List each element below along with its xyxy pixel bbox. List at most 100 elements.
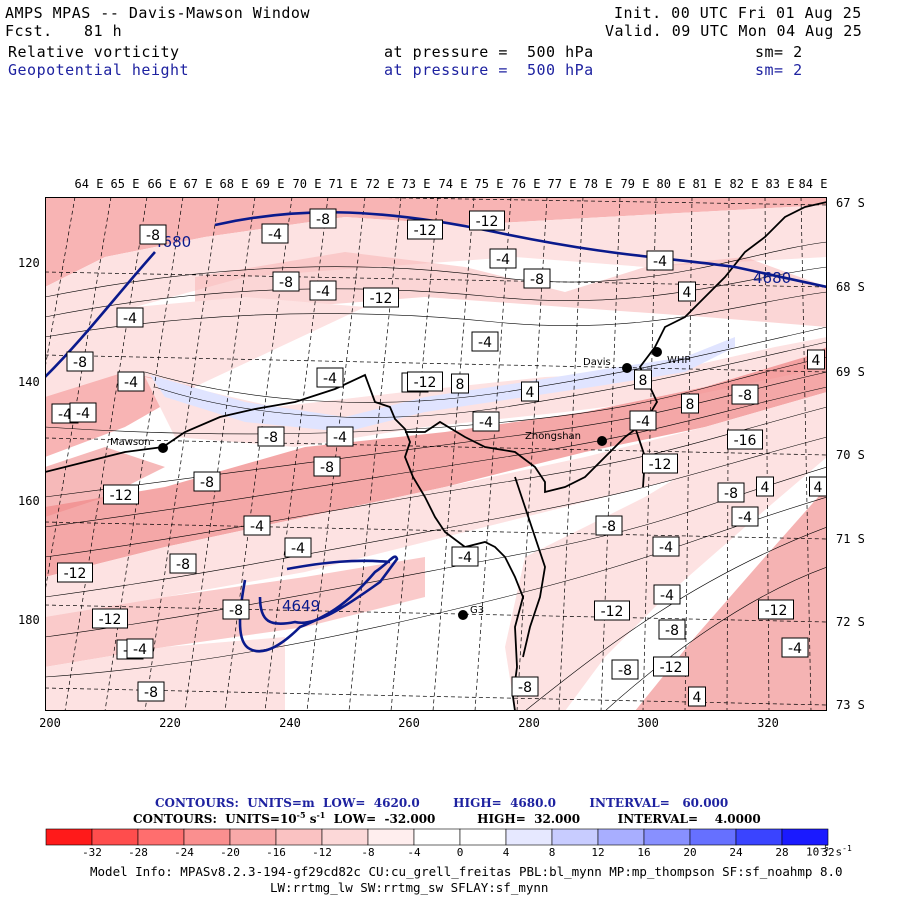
grid-line	[558, 197, 584, 711]
vorticity-label-text: 4	[683, 285, 692, 301]
lon-label: 68 E	[219, 177, 249, 191]
vorticity-value-label: -4	[471, 331, 499, 352]
vorticity-label-text: -4	[316, 284, 330, 300]
contour-line	[604, 566, 827, 711]
grid-line	[764, 197, 770, 711]
vorticity-label-text: -4	[268, 227, 282, 243]
contour-line	[45, 496, 827, 678]
station-marker[interactable]	[158, 443, 168, 453]
colorbar-swatch	[781, 828, 829, 846]
colorbar-unit-s: s	[835, 845, 843, 859]
height-contour-info: CONTOURS: UNITS=m LOW= 4620.0 HIGH= 4680…	[155, 796, 729, 810]
contour-line	[45, 266, 827, 318]
vorticity-value-label: 4	[756, 476, 774, 497]
contour-line	[45, 386, 827, 528]
vorticity-value-label: -4	[653, 584, 681, 605]
vorticity-label-box	[313, 456, 341, 477]
vorticity-label-box	[451, 546, 479, 567]
lon-label: 65 E	[110, 177, 140, 191]
station-davis[interactable]: Davis	[583, 357, 632, 373]
forecast-hours: 81 h	[84, 22, 123, 40]
x-tick: 260	[398, 716, 420, 730]
colorbar-label: -24	[174, 846, 194, 859]
vorticity-value-label: -8	[309, 208, 337, 229]
station-whp[interactable]: WHP	[652, 347, 690, 366]
vorticity-value-label: -8	[222, 599, 250, 620]
vorticity-value-label: -4	[116, 307, 144, 328]
grid-line	[144, 197, 220, 711]
vorticity-value-label: -8	[313, 456, 341, 477]
vorticity-value-label: -4	[731, 506, 759, 527]
station-marker[interactable]	[652, 347, 662, 357]
lon-label: 71 E	[328, 177, 358, 191]
contour-range: LOW= -32.000 HIGH= 32.000 INTERVAL= 4.00…	[325, 812, 761, 826]
lon-label: 70 E	[292, 177, 322, 191]
colorbar-swatch	[321, 828, 369, 846]
station-g3[interactable]: G3	[458, 605, 484, 620]
vorticity-label-box	[731, 384, 759, 405]
height-label: 4649	[282, 597, 320, 615]
y-tick: 180	[18, 613, 40, 627]
vorticity-value-label: 8	[634, 369, 652, 390]
vorticity-label-box	[595, 515, 623, 536]
vorticity-value-label: -4	[652, 536, 680, 557]
contour-line	[45, 291, 827, 338]
plot-title: AMPS MPAS -- Davis-Mawson Window	[5, 4, 310, 22]
coast-segment	[45, 373, 524, 711]
forecast-label: Fcst.	[5, 22, 53, 40]
grid-line	[45, 521, 827, 540]
station-mawson[interactable]: Mawson	[110, 437, 168, 453]
vorticity-label-text: -8	[73, 355, 87, 371]
vorticity-label-text: 4	[761, 480, 770, 496]
vorticity-value-label: -12	[57, 562, 93, 583]
vorticity-label-text: -4	[250, 519, 264, 535]
vorticity-label-text: -8	[618, 663, 632, 679]
colorbar-swatch	[597, 828, 645, 846]
vorticity-label-text: -8	[530, 272, 544, 288]
vorticity-value-label: -4	[629, 410, 657, 431]
vorticity-value-label: -12	[103, 484, 139, 505]
valid-time: Valid. 09 UTC Mon 04 Aug 25	[605, 22, 863, 40]
vorticity-label-text: 8	[456, 377, 465, 393]
vorticity-label-text: -4	[479, 415, 493, 431]
vorticity-value-label: 8	[451, 373, 469, 394]
vorticity-map[interactable]: 4680 4680 4649 -8 -4-8-12-12-4-8-4-4-8-12…	[45, 197, 827, 711]
vorticity-label-text: -12	[110, 488, 133, 504]
vorticity-label-box	[126, 638, 154, 659]
station-marker[interactable]	[622, 363, 632, 373]
colorbar-swatch	[459, 828, 507, 846]
grid-line	[45, 437, 827, 456]
station-marker[interactable]	[458, 610, 468, 620]
colorbar-label: 24	[729, 846, 743, 859]
vorticity-label-box	[261, 223, 289, 244]
height-label: 4680	[753, 269, 791, 287]
vorticity-label-text: -8	[200, 475, 214, 491]
station-zhongshan[interactable]: Zhongshan	[525, 431, 607, 446]
station-label: Zhongshan	[525, 431, 581, 442]
lon-label: 67 E	[183, 177, 213, 191]
shade-band	[635, 487, 827, 711]
vorticity-value-label: -12	[758, 599, 794, 620]
vorticity-label-box	[407, 371, 443, 392]
vorticity-label-box	[758, 599, 794, 620]
vorticity-label-box	[646, 250, 674, 271]
shade-band	[195, 252, 827, 327]
vorticity-label-box	[309, 208, 337, 229]
station-marker[interactable]	[597, 436, 607, 446]
vorticity-value-label: -12	[594, 600, 630, 621]
colorbar-label: -20	[220, 846, 240, 859]
vorticity-label-text: -4	[660, 588, 674, 604]
colorbar-swatch	[413, 828, 461, 846]
x-tick: 240	[279, 716, 301, 730]
lon-label: 76 E	[511, 177, 541, 191]
lon-label: 74 E	[438, 177, 468, 191]
colorbar-swatch	[505, 828, 553, 846]
init-time: Init. 00 UTC Fri 01 Aug 25	[614, 4, 862, 22]
grid-line	[45, 604, 827, 623]
contour-line	[144, 326, 827, 403]
vorticity-label-text: 4	[526, 385, 535, 401]
x-tick: 220	[159, 716, 181, 730]
grid-line	[45, 271, 827, 288]
vorticity-label-box	[781, 637, 809, 658]
vorticity-value-label: -8	[611, 659, 639, 680]
